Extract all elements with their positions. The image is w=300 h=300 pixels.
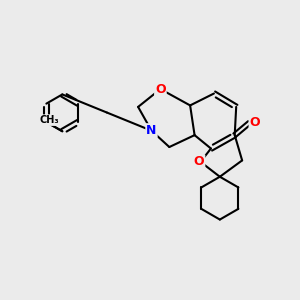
Text: O: O [250,116,260,129]
Text: O: O [155,82,166,96]
Text: CH₃: CH₃ [40,115,59,125]
Text: O: O [194,155,204,168]
Text: N: N [146,124,157,137]
